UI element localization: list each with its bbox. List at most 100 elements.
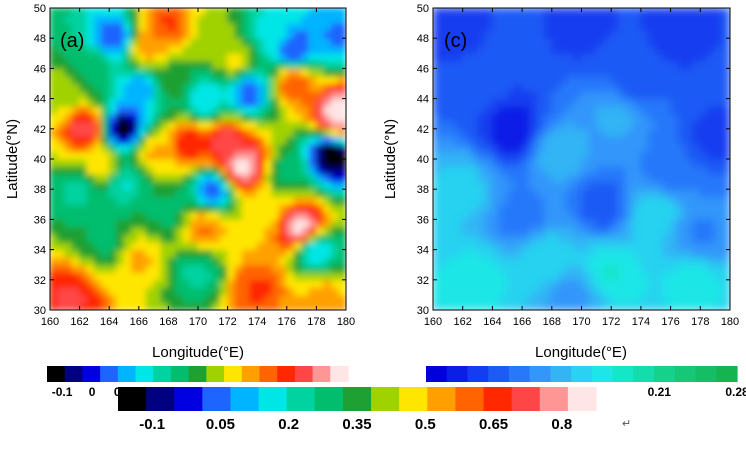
panel-c-cell	[603, 105, 612, 115]
panel-a-cell	[227, 173, 236, 183]
panel-c-cell	[506, 75, 516, 84]
panel-a-cell	[219, 271, 229, 281]
panel-c-cell	[655, 294, 664, 303]
panel-a-cell	[138, 75, 147, 84]
panel-c-cell	[566, 60, 575, 69]
panel-c-cell	[714, 286, 724, 296]
panel-a-cell	[153, 158, 162, 168]
panel-a-cell	[182, 90, 192, 100]
panel-a-cell	[256, 45, 266, 54]
panel-c-cell	[529, 226, 538, 235]
panel-a-cell	[271, 256, 280, 266]
panel-a-cell	[79, 105, 88, 115]
panel-a-cell	[315, 188, 325, 198]
panel-a-cell	[145, 113, 155, 122]
panel-c-cell	[581, 67, 590, 77]
panel-a-cell	[138, 218, 147, 228]
panel-a-cell	[64, 196, 73, 205]
panel-a-xlabel: Longitude(°E)	[152, 344, 244, 361]
colorbar-a-swatch	[241, 366, 261, 382]
panel-a-cell	[182, 203, 192, 213]
panel-c-cell	[662, 203, 672, 213]
panel-c-cell	[433, 196, 441, 205]
panel-c-cell	[581, 264, 590, 273]
panel-a-cell	[204, 188, 214, 198]
panel-c-cell	[677, 218, 686, 228]
panel-a-cell	[212, 211, 221, 220]
panel-c-cell	[625, 301, 634, 310]
panel-a-cell	[130, 105, 140, 115]
panel-c-cell	[558, 234, 568, 243]
panel-a-cell	[182, 150, 192, 160]
panel-a-cell	[50, 128, 58, 137]
panel-a-cell	[241, 256, 251, 266]
panel-c-cell	[529, 279, 538, 288]
panel-c-cell	[506, 83, 516, 92]
panel-c-cell	[670, 60, 679, 69]
panel-a-cell	[138, 120, 147, 130]
panel-c-cell	[573, 128, 583, 137]
panel-a-cell	[286, 83, 295, 92]
panel-a-cell	[175, 158, 184, 168]
panel-c-cell	[625, 52, 634, 62]
panel-c-cell	[469, 83, 479, 92]
panel-c-cell	[670, 294, 679, 303]
panel-c-cell	[603, 249, 612, 258]
panel-a-cell	[50, 301, 58, 310]
panel-a-cell	[190, 75, 199, 84]
panel-c-cell	[484, 158, 493, 168]
panel-a-cell	[234, 135, 243, 145]
panel-c-cell	[647, 279, 657, 288]
panel-c-cell	[699, 67, 709, 77]
panel-c-cell	[595, 256, 605, 266]
panel-a-cell	[79, 75, 88, 84]
panel-c-cell	[536, 226, 545, 235]
panel-c-cell	[514, 120, 523, 130]
panel-c-cell	[536, 203, 545, 213]
panel-a-cell	[190, 83, 199, 92]
panel-c-cell	[684, 105, 694, 115]
panel-c-cell	[477, 256, 486, 266]
panel-a-cell	[323, 188, 332, 198]
panel-c-cell	[684, 188, 694, 198]
panel-a-cell	[56, 234, 66, 243]
panel-a-cell	[241, 264, 251, 273]
panel-c-cell	[655, 52, 664, 62]
panel-a-cell	[116, 75, 125, 84]
panel-c-cell	[433, 249, 441, 258]
panel-a-cell	[308, 105, 317, 115]
panel-c-cell	[647, 173, 657, 183]
panel-a-cell	[219, 150, 229, 160]
panel-c-cell	[677, 181, 686, 190]
panel-c-cell	[722, 45, 730, 54]
panel-c-cell	[707, 67, 716, 77]
panel-a-cell	[315, 22, 325, 32]
panel-c-cell	[670, 218, 679, 228]
panel-c-cell	[699, 211, 709, 220]
panel-a-cell	[56, 105, 66, 115]
panel-c-cell	[566, 128, 575, 137]
panel-a-cell	[256, 30, 266, 39]
panel-a-cell	[182, 30, 192, 39]
panel-a-cell	[227, 181, 236, 190]
panel-a-cell	[330, 203, 340, 213]
panel-a-cell	[71, 294, 81, 303]
panel-a-cell	[93, 249, 103, 258]
panel-c-cell	[551, 196, 560, 205]
panel-a-cell	[234, 294, 243, 303]
panel-a-cell	[212, 203, 221, 213]
panel-a-cell	[197, 143, 206, 152]
panel-c-cell	[477, 279, 486, 288]
panel-c-cell	[439, 226, 449, 235]
panel-c-cell	[491, 249, 501, 258]
panel-a-cell	[190, 8, 199, 17]
panel-c-cell	[491, 30, 501, 39]
panel-c-cell	[484, 256, 493, 266]
panel-c-cell	[551, 218, 560, 228]
panel-a-cell	[315, 60, 325, 69]
panel-a-cell	[278, 181, 288, 190]
panel-c-cell	[662, 234, 672, 243]
panel-c-cell	[670, 188, 679, 198]
colorbar-bottom-swatch	[258, 387, 288, 411]
panel-a-cell	[79, 181, 88, 190]
